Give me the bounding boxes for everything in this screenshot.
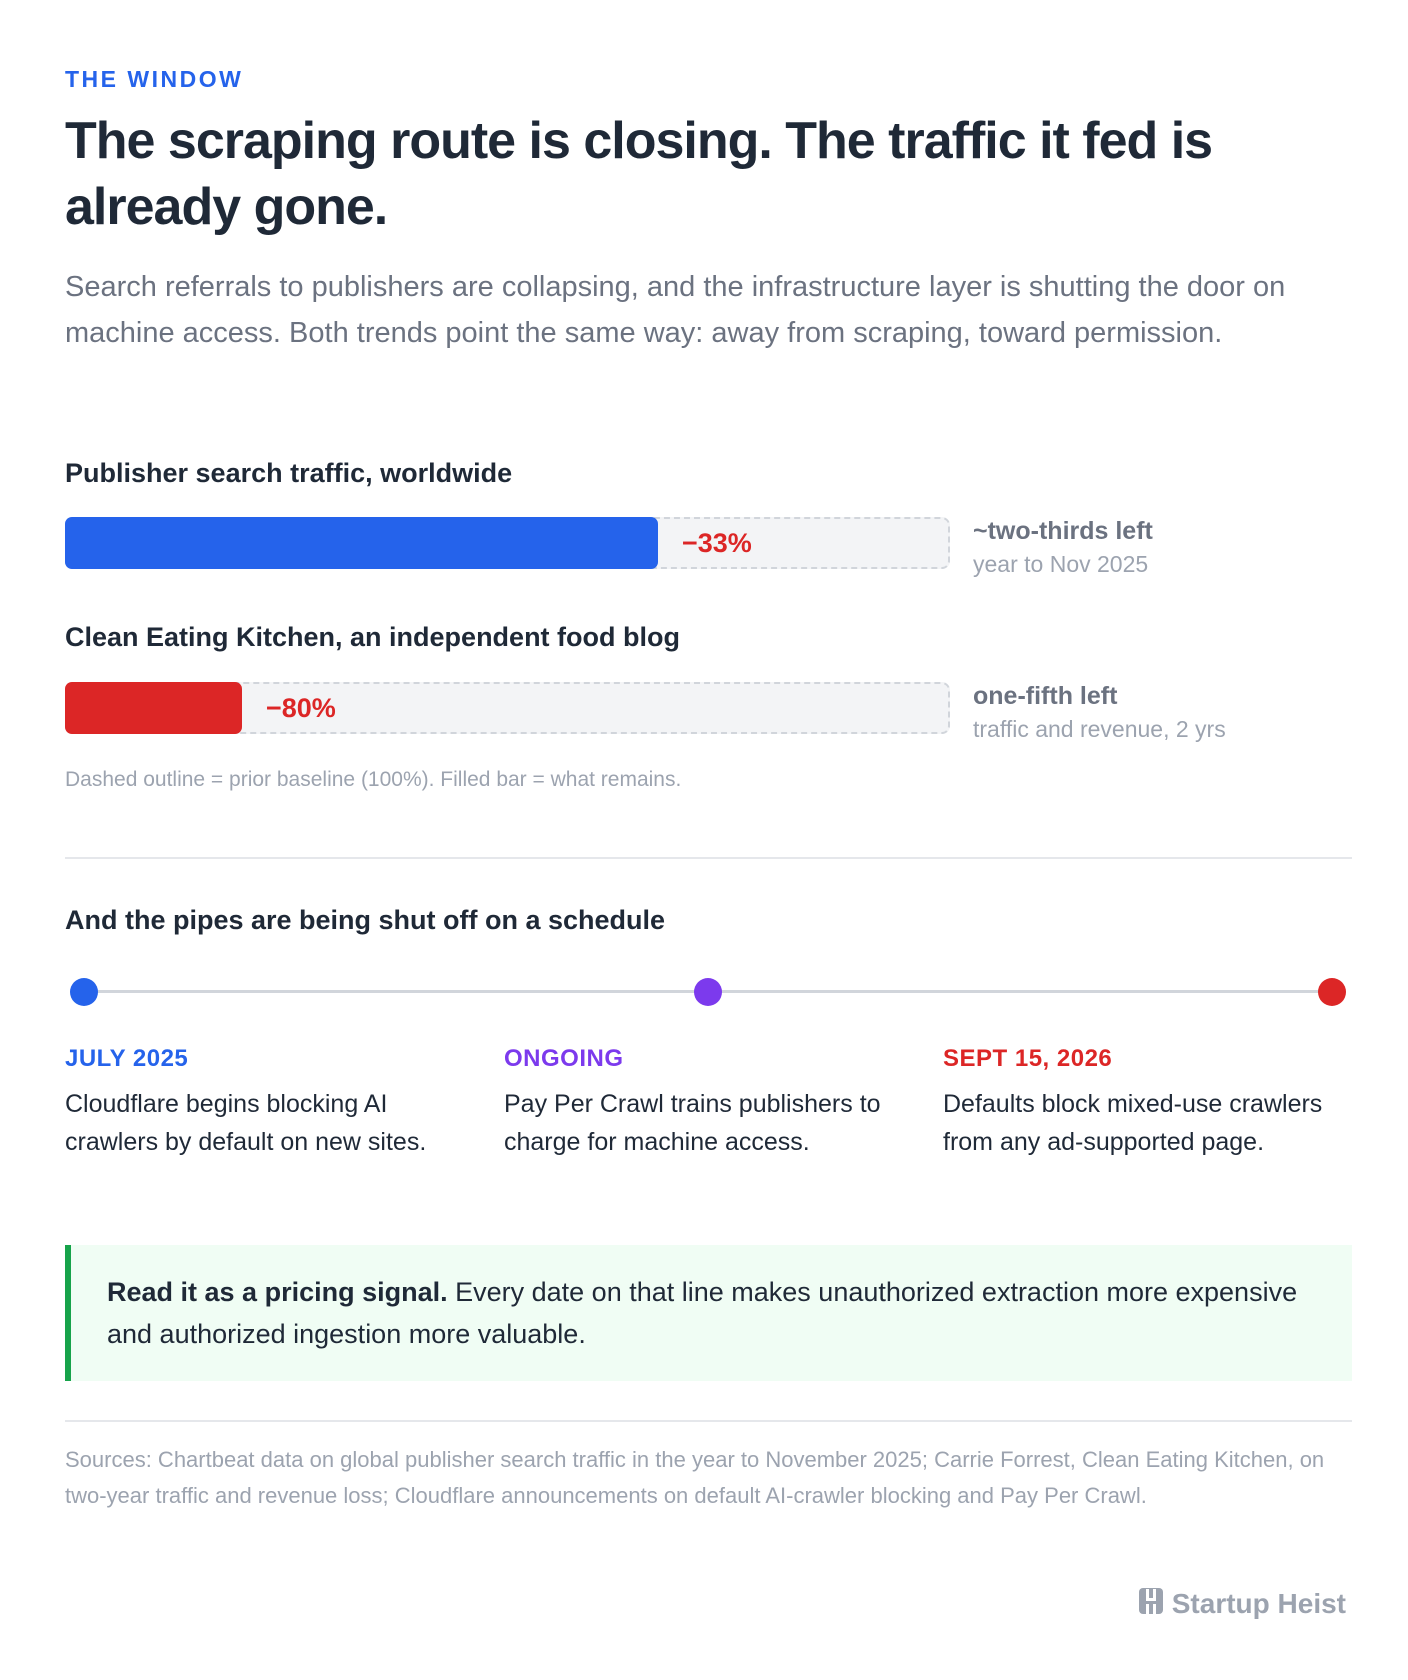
timeline-dot-sept [1318,978,1346,1006]
timeline-date: JULY 2025 [65,1045,189,1072]
bar-side-sub-publisher: year to Nov 2025 [973,551,1149,577]
bar-label-publisher: Publisher search traffic, worldwide [65,458,513,488]
page-subtitle: Search referrals to publishers are colla… [65,271,1286,349]
timeline-dot-ongoing [694,978,722,1006]
callout-box: Read it as a pricing signal. Every date … [65,1245,1352,1381]
bar-side-main-blog: one-fifth left [973,682,1118,710]
page-title: The scraping route is closing. The traff… [65,112,1213,236]
bar-pct-blog: −80% [266,693,336,723]
timeline-event-sept: SEPT 15, 2026 Defaults block mixed-use c… [943,1045,1353,1161]
bar-fill-publisher [65,517,658,569]
timeline-text: Pay Per Crawl trains publishers to charg… [504,1090,881,1156]
eyebrow-label: THE WINDOW [65,66,244,92]
chart-legend-note: Dashed outline = prior baseline (100%). … [65,768,682,791]
brand-name: Startup Heist [1171,1587,1346,1619]
bar-side-main-publisher: ~two-thirds left [973,517,1153,545]
bar-label-blog: Clean Eating Kitchen, an independent foo… [65,622,681,652]
callout-lead: Read it as a pricing signal. [107,1277,448,1307]
bar-track-publisher: −33% [65,517,950,569]
timeline-text: Defaults block mixed-use crawlers from a… [943,1090,1323,1156]
brand-logo: Startup Heist [1138,1587,1346,1620]
sources-note: Sources: Chartbeat data on global publis… [65,1447,1325,1508]
bar-track-blog: −80% [65,682,950,734]
timeline-dot-july [70,978,98,1006]
timeline-text: Cloudflare begins blocking AI crawlers b… [65,1090,427,1156]
callout-text: Every date on that line makes unauthoriz… [107,1277,1298,1349]
timeline-event-july: JULY 2025 Cloudflare begins blocking AI … [65,1045,475,1161]
timeline-section-title: And the pipes are being shut off on a sc… [65,905,666,935]
timeline-date: ONGOING [504,1045,624,1072]
bar-side-sub-blog: traffic and revenue, 2 yrs [973,716,1226,742]
divider [65,1420,1352,1422]
timeline-event-ongoing: ONGOING Pay Per Crawl trains publishers … [504,1045,914,1161]
building-icon [1138,1587,1164,1620]
bar-pct-publisher: −33% [682,528,752,558]
divider [65,857,1352,859]
timeline-date: SEPT 15, 2026 [943,1045,1113,1072]
bar-fill-blog [65,682,242,734]
